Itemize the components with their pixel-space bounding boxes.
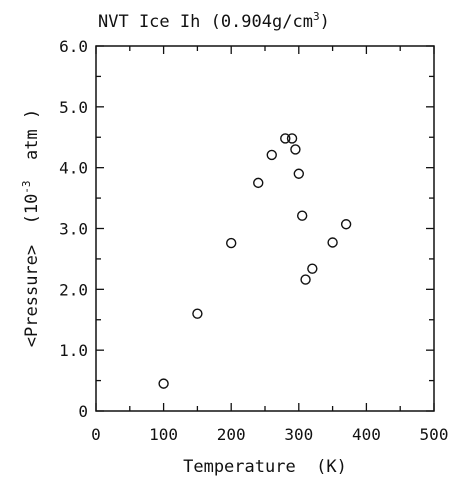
x-axis-tick-labels: 0 100 200 300 400 500 [91, 425, 448, 444]
data-point [192, 308, 203, 319]
x-tick-label: 0 [91, 425, 101, 444]
x-tick-label: 300 [284, 425, 313, 444]
x-tick-label: 500 [420, 425, 449, 444]
data-point [286, 133, 298, 144]
data-point [300, 274, 311, 285]
chart-title-superscript: 3 [313, 10, 320, 23]
plot-frame [95, 45, 435, 412]
data-point [253, 177, 264, 189]
data-point [307, 263, 318, 274]
y-tick-label: 2.0 [59, 280, 88, 299]
y-tick-label: 4.0 [59, 159, 88, 178]
y-axis-ticks [96, 45, 434, 412]
x-tick-label: 100 [149, 425, 178, 444]
y-axis-label: <Pressure> (10-3 atm ) [20, 109, 42, 347]
y-tick-label: 0 [78, 402, 88, 421]
x-tick-label: 200 [217, 425, 246, 444]
y-tick-label: 6.0 [59, 37, 88, 56]
data-points [158, 133, 352, 389]
data-point [266, 149, 277, 161]
y-axis-tick-labels: 0 1.0 2.0 3.0 4.0 5.0 6.0 [59, 37, 88, 421]
y-tick-label: 3.0 [59, 220, 88, 239]
chart-title-close: ) [320, 12, 330, 32]
data-point [340, 219, 352, 230]
data-point [225, 237, 237, 249]
y-axis-label-main: <Pressure> (10 [22, 194, 42, 348]
y-axis-label-unit: atm ) [22, 109, 42, 181]
y-axis-label-exponent: -3 [20, 180, 33, 193]
data-point [290, 144, 301, 155]
data-point [293, 168, 304, 179]
chart-title: NVT Ice Ih (0.904g/cm3) [98, 10, 330, 32]
y-tick-label: 1.0 [59, 341, 88, 360]
chart-title-main: NVT Ice Ih (0.904g/cm [98, 12, 313, 32]
y-tick-label: 5.0 [59, 98, 88, 117]
data-point [296, 210, 308, 221]
data-point [158, 378, 169, 389]
x-tick-label: 400 [352, 425, 381, 444]
data-point [327, 237, 338, 248]
x-axis-ticks [95, 46, 435, 411]
x-axis-label: Temperature (K) [183, 457, 347, 477]
data-point [280, 133, 291, 144]
